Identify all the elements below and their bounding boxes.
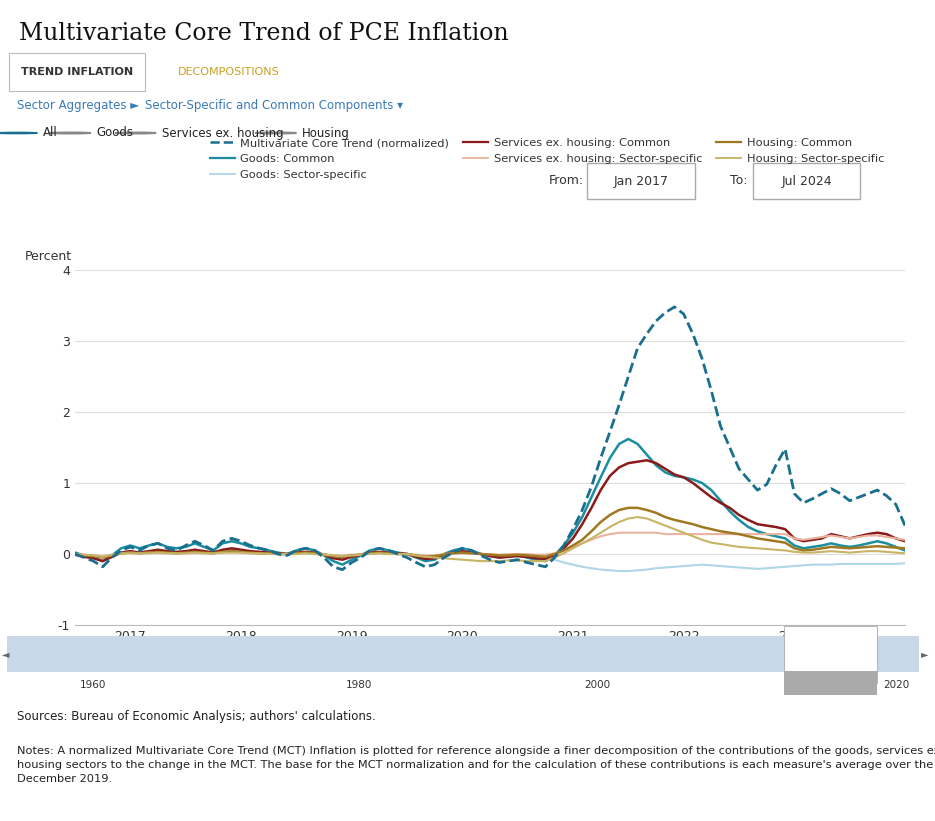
- Text: 1960: 1960: [79, 680, 106, 690]
- Text: From:: From:: [549, 175, 584, 187]
- FancyBboxPatch shape: [784, 626, 877, 683]
- Text: 2000: 2000: [584, 680, 611, 690]
- Text: Housing: Housing: [302, 126, 350, 140]
- Text: To:: To:: [730, 175, 748, 187]
- Text: Notes: A normalized Multivariate Core Trend (MCT) Inflation is plotted for refer: Notes: A normalized Multivariate Core Tr…: [17, 746, 935, 784]
- Text: 2020: 2020: [884, 680, 910, 690]
- Circle shape: [50, 132, 91, 134]
- Text: Sector-Specific and Common Components ▾: Sector-Specific and Common Components ▾: [145, 99, 403, 112]
- Text: Goods: Goods: [96, 126, 134, 140]
- Text: Jan 2017: Jan 2017: [614, 175, 669, 187]
- FancyBboxPatch shape: [784, 671, 877, 695]
- Circle shape: [0, 132, 37, 134]
- Text: ►: ►: [921, 649, 928, 659]
- Text: Services ex. housing: Services ex. housing: [162, 126, 283, 140]
- Text: TREND INFLATION: TREND INFLATION: [21, 67, 133, 77]
- Text: Sector Aggregates ►: Sector Aggregates ►: [17, 99, 139, 112]
- Text: Multivariate Core Trend of PCE Inflation: Multivariate Core Trend of PCE Inflation: [19, 21, 508, 44]
- Text: All: All: [43, 126, 58, 140]
- FancyBboxPatch shape: [7, 636, 919, 672]
- Text: Percent: Percent: [25, 250, 72, 263]
- Text: DECOMPOSITIONS: DECOMPOSITIONS: [179, 67, 280, 77]
- FancyBboxPatch shape: [587, 163, 695, 199]
- FancyBboxPatch shape: [753, 163, 860, 199]
- Circle shape: [115, 132, 156, 134]
- Legend: Multivariate Core Trend (normalized), Goods: Common, Goods: Sector-specific, Ser: Multivariate Core Trend (normalized), Go…: [205, 134, 888, 184]
- Text: Jul 2024: Jul 2024: [782, 175, 832, 187]
- FancyBboxPatch shape: [9, 53, 145, 91]
- Text: Sources: Bureau of Economic Analysis; authors' calculations.: Sources: Bureau of Economic Analysis; au…: [17, 709, 376, 722]
- Text: 1980: 1980: [346, 680, 372, 690]
- Circle shape: [255, 132, 296, 134]
- Text: ◄: ◄: [2, 649, 9, 659]
